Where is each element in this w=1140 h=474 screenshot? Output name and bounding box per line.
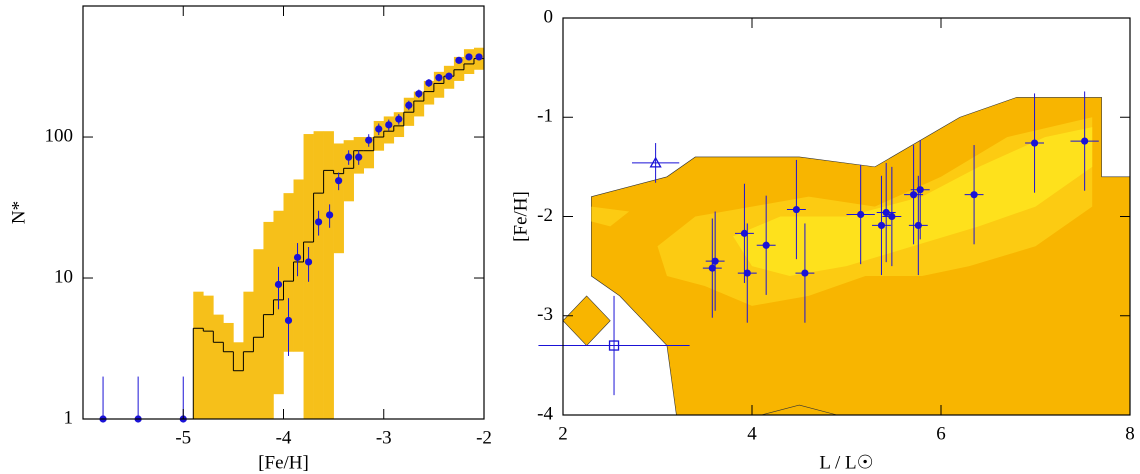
y-tick-label: 10 (54, 266, 73, 287)
band (283, 193, 294, 352)
point (762, 241, 770, 249)
point (649, 156, 662, 168)
point (882, 208, 890, 217)
point (1081, 137, 1089, 145)
contour (733, 127, 1093, 277)
y-tick-label: 100 (45, 125, 74, 146)
point (415, 90, 423, 98)
x-tick-label: 6 (936, 423, 946, 444)
point (792, 205, 801, 214)
point (365, 136, 373, 144)
y-tick-label: 1 (64, 407, 74, 428)
y-tick-label: -2 (537, 205, 553, 226)
band (253, 249, 264, 419)
point (375, 125, 383, 133)
point (385, 121, 393, 129)
y-tick-label: -4 (537, 403, 553, 424)
y-tick-label: -3 (537, 304, 553, 325)
point (326, 211, 334, 219)
band (263, 221, 274, 419)
band (243, 291, 254, 419)
point (425, 79, 433, 87)
x-tick-label: -3 (376, 427, 392, 448)
band (423, 80, 435, 105)
point (435, 73, 443, 82)
x-tick-label: -5 (175, 427, 191, 448)
contour (591, 206, 630, 227)
x-tick-label: -2 (476, 427, 492, 448)
point (743, 269, 751, 277)
point (395, 115, 403, 123)
point (909, 191, 918, 199)
band (413, 91, 425, 117)
band (323, 131, 334, 419)
y-tick-label: -1 (537, 106, 553, 127)
point (314, 218, 323, 226)
contour (563, 295, 611, 346)
point (284, 316, 293, 325)
point (355, 153, 363, 161)
point (708, 264, 716, 272)
point (345, 153, 353, 161)
plot-area (192, 47, 484, 419)
band (293, 179, 304, 352)
band (233, 342, 244, 419)
band (313, 131, 324, 419)
band (363, 137, 375, 169)
point (877, 221, 886, 230)
point (304, 258, 313, 266)
band (333, 143, 344, 254)
point (1030, 139, 1039, 147)
band (373, 120, 385, 151)
x-tick-label: -4 (276, 427, 292, 448)
y-tick-label: 0 (544, 6, 554, 27)
contour (761, 404, 838, 415)
x-tick-label: 4 (747, 423, 757, 444)
x-axis-label: L / L☉ (819, 452, 873, 473)
point (465, 53, 473, 61)
band (433, 71, 445, 98)
point (335, 177, 343, 185)
point (608, 340, 620, 351)
point (445, 72, 453, 80)
band (453, 56, 465, 81)
point (475, 53, 483, 61)
point (711, 257, 719, 265)
band (223, 322, 234, 419)
band (213, 314, 224, 419)
point (801, 269, 809, 277)
point (914, 221, 922, 230)
point (405, 101, 413, 109)
band (343, 140, 354, 202)
x-tick-label: 2 (558, 423, 568, 444)
y-axis-label: [Fe/H] (510, 191, 531, 242)
point (740, 229, 749, 237)
plot-area (563, 97, 1130, 415)
point (888, 212, 896, 221)
band (463, 49, 475, 74)
point (274, 280, 283, 289)
point (970, 191, 978, 199)
x-axis-label: [Fe/H] (258, 452, 309, 473)
x-tick-label: 8 (1125, 423, 1135, 444)
band (193, 291, 204, 419)
point (293, 253, 302, 262)
band (203, 295, 214, 419)
point (916, 186, 924, 194)
point (455, 56, 463, 64)
point (857, 210, 865, 219)
y-axis-label: N* (8, 201, 29, 224)
